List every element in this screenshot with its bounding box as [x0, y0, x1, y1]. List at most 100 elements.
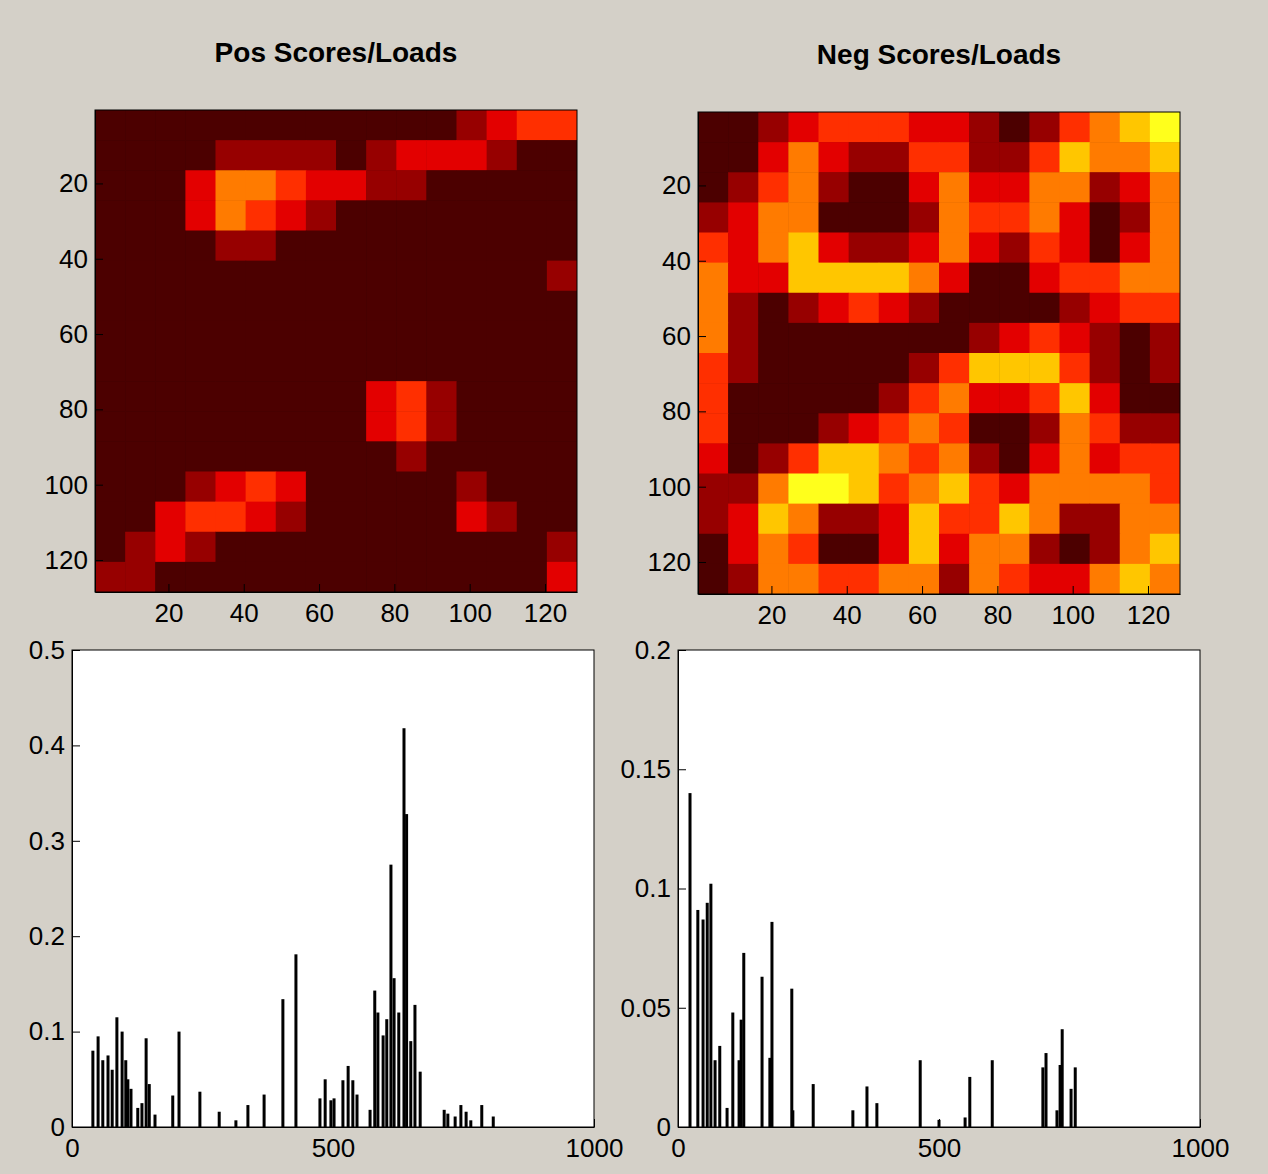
heat-cell — [487, 381, 518, 412]
tick-label: 120 — [524, 598, 567, 628]
heat-cell — [1090, 142, 1121, 173]
heat-cell — [336, 291, 367, 322]
heat-cell — [396, 110, 427, 141]
heat-cell — [819, 293, 850, 324]
heat-cell — [999, 233, 1030, 264]
plot-background — [678, 650, 1200, 1127]
heat-cell — [396, 291, 427, 322]
tick-mark — [771, 586, 772, 594]
heat-cell — [336, 472, 367, 503]
heat-cell — [185, 472, 216, 503]
heat-cell — [306, 261, 337, 292]
heat-cell — [849, 474, 880, 505]
heat-cell — [1120, 443, 1151, 474]
heat-cell — [1029, 202, 1060, 233]
tick: 100 — [1051, 586, 1094, 630]
tick: 500 — [918, 1119, 961, 1163]
heat-cell — [819, 383, 850, 414]
heat-cell — [426, 472, 457, 503]
bar — [1070, 1089, 1073, 1127]
heat-cell — [1090, 353, 1121, 384]
heat-cell — [728, 413, 759, 444]
bar — [465, 1112, 468, 1127]
heat-cell — [487, 441, 518, 472]
bar — [446, 1114, 449, 1127]
heat-cell — [426, 381, 457, 412]
tick-mark — [72, 1032, 80, 1033]
heat-cell — [939, 443, 970, 474]
heat-cell — [1029, 443, 1060, 474]
heat-cell — [819, 474, 850, 505]
heat-cell — [306, 110, 337, 141]
heat-cell — [849, 172, 880, 203]
heat-cell — [276, 170, 307, 201]
heat-cell — [185, 321, 216, 352]
y-axis: 00.10.20.30.40.5 — [29, 635, 80, 1142]
bar — [875, 1103, 878, 1127]
marks — [91, 728, 494, 1127]
heat-cell — [547, 502, 577, 533]
heat-cell — [276, 291, 307, 322]
heat-cell — [306, 140, 337, 171]
bar — [919, 1060, 922, 1127]
heat-cell — [788, 233, 819, 264]
heat-cell — [276, 411, 307, 442]
tick-label: 1000 — [1172, 1133, 1230, 1163]
heat-cell — [1150, 383, 1180, 414]
heat-cell — [758, 353, 789, 384]
heat-cell — [788, 172, 819, 203]
heat-cell — [1060, 353, 1091, 384]
heat-cell — [1120, 383, 1151, 414]
heat-cell — [216, 532, 247, 563]
bar — [333, 1098, 336, 1127]
heat-cell — [1029, 263, 1060, 294]
heat-cell — [426, 170, 457, 201]
plot-background — [698, 112, 1180, 594]
y-axis: 20406080100120 — [648, 113, 706, 595]
heat-cell — [758, 383, 789, 414]
bar — [865, 1086, 868, 1127]
bar — [761, 977, 764, 1127]
heat-cell — [306, 562, 337, 592]
tick-mark — [698, 261, 706, 262]
marks — [689, 793, 1077, 1127]
plot-background — [72, 650, 594, 1127]
tick-label: 0.1 — [29, 1016, 65, 1046]
heat-cell — [879, 263, 910, 294]
bar — [91, 1051, 94, 1127]
heat-cell — [698, 564, 729, 594]
heat-cell — [969, 142, 1000, 173]
tick: 120 — [1127, 586, 1170, 630]
heat-cell — [457, 441, 488, 472]
heat-cell — [849, 413, 880, 444]
heat-cell — [819, 504, 850, 535]
heat-cell — [819, 564, 850, 594]
heat-cell — [1150, 112, 1180, 143]
heat-cell — [155, 532, 186, 563]
heat-cell — [1120, 504, 1151, 535]
heat-cell — [698, 263, 729, 294]
heat-cell — [1060, 263, 1091, 294]
heat-cell — [426, 291, 457, 322]
heat-cell — [909, 112, 940, 143]
tick-label: 60 — [59, 319, 88, 349]
tick-mark — [333, 1119, 334, 1127]
heat-cell — [939, 474, 970, 505]
heat-cell — [879, 112, 910, 143]
bar — [246, 1105, 249, 1127]
heat-cell — [819, 233, 850, 264]
heat-cell — [909, 353, 940, 384]
tick-mark — [95, 183, 103, 184]
heat-cell — [185, 261, 216, 292]
tick-mark — [678, 1008, 686, 1009]
panel-title: Pos Scores/Loads — [215, 37, 458, 68]
heat-cell — [1029, 474, 1060, 505]
heat-cell — [125, 351, 156, 382]
bar — [812, 1084, 815, 1127]
tick-label: 40 — [59, 244, 88, 274]
heat-cell — [426, 200, 457, 231]
bar — [263, 1095, 266, 1127]
heat-cell — [246, 200, 277, 231]
heat-cell — [819, 353, 850, 384]
heat-cell — [1060, 202, 1091, 233]
